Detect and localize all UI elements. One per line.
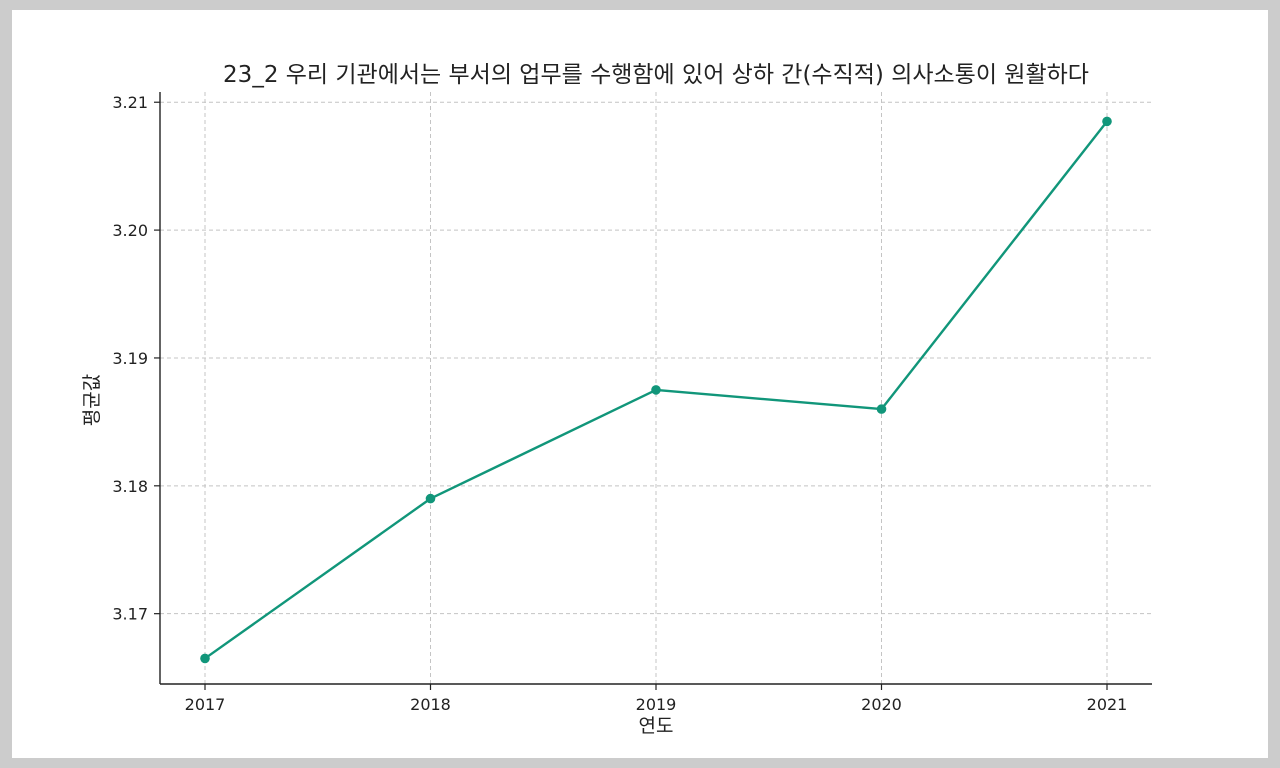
y-tick-label: 3.20 [112, 221, 148, 240]
x-tick-label: 2020 [861, 695, 902, 714]
data-point [876, 404, 887, 414]
chart-canvas: 23_2 우리 기관에서는 부서의 업무를 수행함에 있어 상하 간(수직적) … [12, 10, 1268, 758]
y-axis-label: 평균값 [81, 374, 103, 426]
x-axis-label: 연도 [639, 715, 674, 737]
y-tick-label: 3.17 [112, 605, 148, 624]
x-tick-label: 2021 [1087, 695, 1128, 714]
y-axis-ticks: 3.17 3.18 3.19 3.20 3.21 [112, 93, 160, 624]
line-chart: 23_2 우리 기관에서는 부서의 업무를 수행함에 있어 상하 간(수직적) … [81, 62, 1152, 737]
chart-title: 23_2 우리 기관에서는 부서의 업무를 수행함에 있어 상하 간(수직적) … [223, 62, 1089, 88]
x-tick-label: 2018 [410, 695, 451, 714]
grid-lines [160, 92, 1152, 684]
x-tick-label: 2017 [185, 695, 226, 714]
data-point [1102, 116, 1112, 127]
x-axis-ticks: 2017 2018 2019 2020 2021 [185, 684, 1128, 714]
x-tick-label: 2019 [636, 695, 677, 714]
y-tick-label: 3.21 [112, 93, 148, 112]
data-point [200, 653, 210, 664]
y-tick-label: 3.19 [112, 349, 148, 368]
series-layer [200, 116, 1112, 664]
y-tick-label: 3.18 [112, 477, 148, 496]
data-point [425, 493, 436, 504]
data-point [651, 385, 661, 395]
